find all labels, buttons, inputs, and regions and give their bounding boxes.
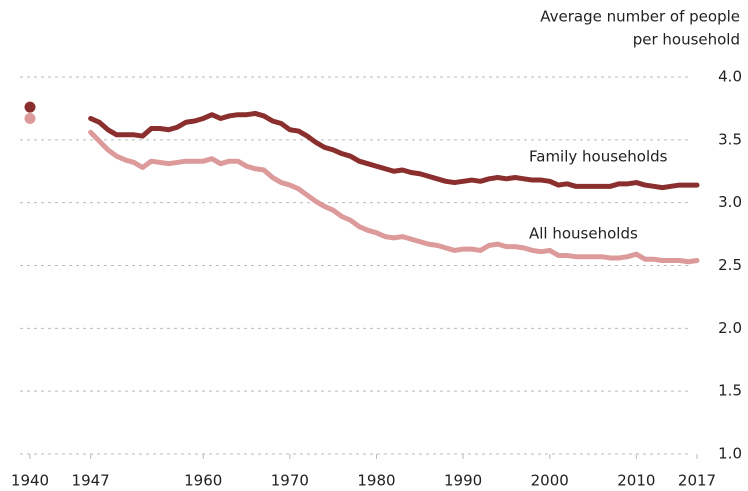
x-tick-label: 2010: [617, 472, 655, 490]
y-tick-label: 2.0: [718, 319, 742, 337]
series-label: Family households: [529, 148, 668, 166]
data-point: [24, 101, 36, 113]
x-tick-label: 1960: [184, 472, 222, 490]
y-tick-label: 3.0: [718, 193, 742, 211]
y-axis-title: Average number of people: [540, 8, 740, 26]
data-point: [24, 112, 36, 124]
y-tick-label: 1.5: [718, 382, 742, 400]
series-line: [88, 129, 700, 265]
y-tick-label: 1.0: [718, 445, 742, 463]
x-tick-label: 1990: [444, 472, 482, 490]
x-tick-label: 2017: [678, 472, 716, 490]
y-tick-label: 3.5: [718, 130, 742, 148]
series-label: All households: [529, 225, 638, 243]
x-tick-label: 1947: [72, 472, 110, 490]
x-tick-label: 1940: [11, 472, 49, 490]
x-tick-label: 1980: [357, 472, 395, 490]
x-tick-label: 1970: [271, 472, 309, 490]
y-tick-label: 4.0: [718, 68, 742, 86]
y-tick-label: 2.5: [718, 256, 742, 274]
y-axis-title: per household: [633, 31, 740, 49]
series-line: [88, 110, 700, 191]
x-tick-label: 2000: [531, 472, 569, 490]
